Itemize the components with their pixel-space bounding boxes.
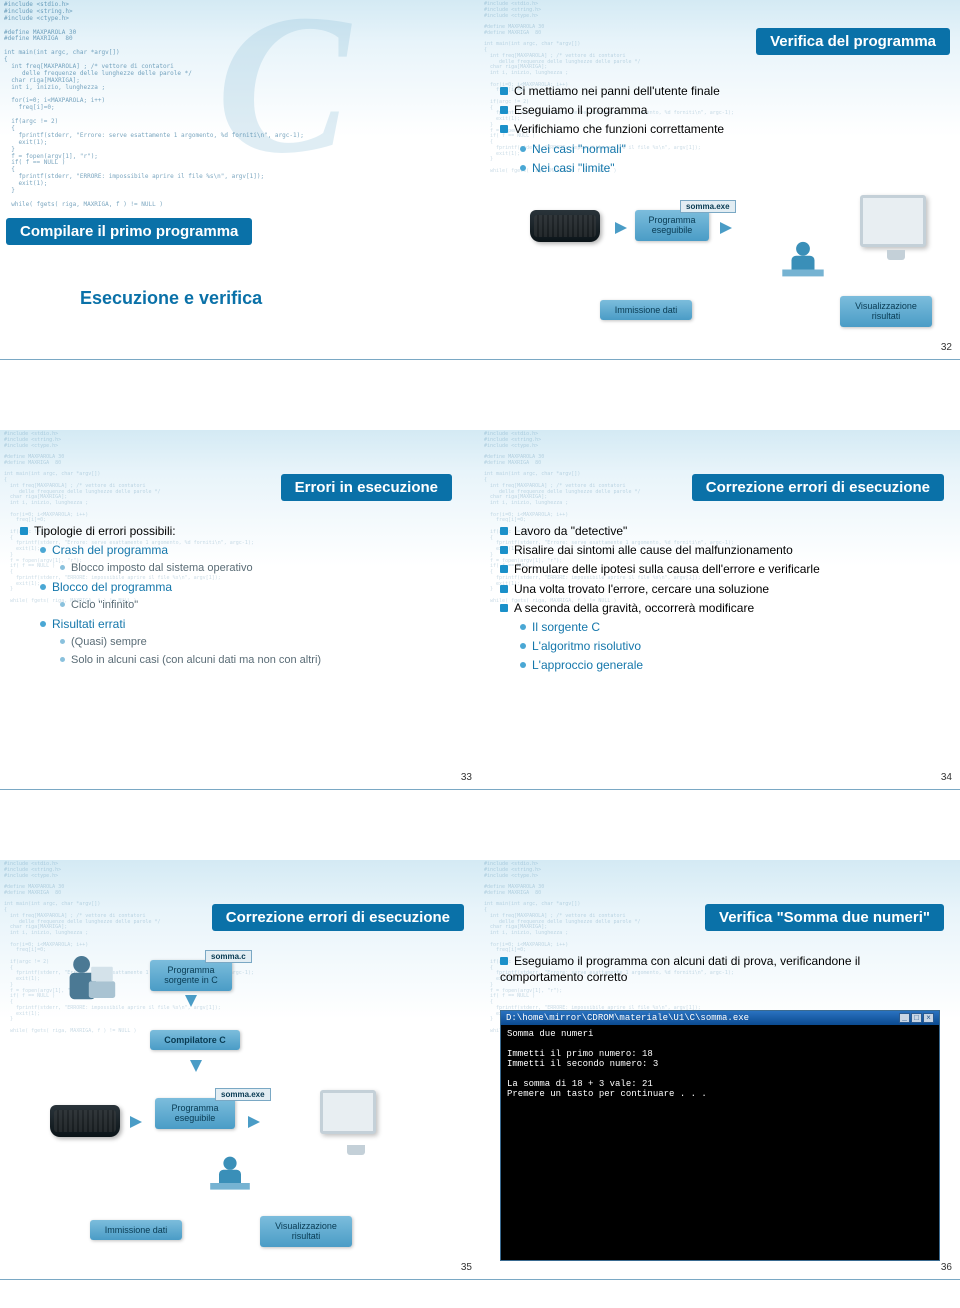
user-icon xyxy=(780,235,826,281)
row-separator xyxy=(0,790,960,860)
subsub-bullet: Blocco imposto dal sistema operativo xyxy=(60,561,460,576)
slide-35: #include <stdio.h> #include <string.h> #… xyxy=(0,860,480,1280)
code-background-decoration: #include <stdio.h> #include <string.h> #… xyxy=(4,2,304,209)
subsub-bullet: Ciclo "infinito" xyxy=(60,598,460,613)
slide-title: Verifica "Somma due numeri" xyxy=(705,904,944,931)
bullet: Verifichiamo che funzioni correttamente xyxy=(500,121,940,137)
slide-title: Verifica del programma xyxy=(756,28,950,55)
slide-title: Errori in esecuzione xyxy=(281,474,452,501)
keyboard-icon xyxy=(50,1105,120,1137)
diagram-box-input: Immissione dati xyxy=(90,1220,182,1240)
terminal-title-path: D:\home\mirror\CDROM\materiale\U1\C\somm… xyxy=(506,1013,749,1023)
arrow-icon xyxy=(720,222,732,234)
slide-subtitle: Esecuzione e verifica xyxy=(80,288,262,309)
terminal-body: Somma due numeri Immetti il primo numero… xyxy=(501,1025,939,1103)
diagram-box-input: Immissione dati xyxy=(600,300,692,320)
page-number: 33 xyxy=(461,772,472,783)
bullet: Eseguiamo il programma con alcuni dati d… xyxy=(500,953,940,985)
sub-bullet: Nei casi "limite" xyxy=(520,160,940,176)
terminal-titlebar: D:\home\mirror\CDROM\materiale\U1\C\somm… xyxy=(501,1011,939,1025)
code-background-decoration: #include <stdio.h> #include <string.h> #… xyxy=(484,862,734,1035)
file-tag: somma.exe xyxy=(215,1088,271,1101)
monitor-icon xyxy=(860,195,926,247)
diagram-box-output: Visualizzazione risultati xyxy=(840,296,932,327)
sub-bullet: L'algoritmo risolutivo xyxy=(520,638,940,654)
arrow-icon xyxy=(248,1116,260,1128)
arrow-icon xyxy=(185,995,197,1007)
subsub-bullet: Solo in alcuni casi (con alcuni dati ma … xyxy=(60,653,460,668)
terminal-line: Immetti il secondo numero: 3 xyxy=(507,1059,658,1069)
slide-title: Correzione errori di esecuzione xyxy=(212,904,464,931)
maximize-icon[interactable]: □ xyxy=(911,1013,922,1023)
keyboard-icon xyxy=(530,210,600,242)
decorative-c-glyph: C xyxy=(217,0,350,199)
close-icon[interactable]: × xyxy=(923,1013,934,1023)
terminal-line: Premere un tasto per continuare . . . xyxy=(507,1089,707,1099)
bullet: A seconda della gravità, occorrerà modif… xyxy=(500,600,940,616)
bullet: Eseguiamo il programma xyxy=(500,102,940,118)
diagram-box-executable: Programma eseguibile xyxy=(635,210,709,241)
monitor-icon xyxy=(320,1090,376,1134)
slide-36: #include <stdio.h> #include <string.h> #… xyxy=(480,860,960,1280)
diagram-box-source: Programma sorgente in C xyxy=(150,960,232,991)
developer-icon xyxy=(60,950,120,1010)
bullet: Risalire dai sintomi alle cause del malf… xyxy=(500,542,940,558)
file-tag: somma.c xyxy=(205,950,252,963)
page-number: 36 xyxy=(941,1262,952,1273)
subsub-bullet: (Quasi) sempre xyxy=(60,635,460,650)
slide-content: Tipologie di errori possibili: Crash del… xyxy=(20,520,460,671)
bullet: Tipologie di errori possibili: xyxy=(20,523,460,539)
terminal-window: D:\home\mirror\CDROM\materiale\U1\C\somm… xyxy=(500,1010,940,1261)
slide-grid: C #include <stdio.h> #include <string.h>… xyxy=(0,0,960,1280)
slide-31: C #include <stdio.h> #include <string.h>… xyxy=(0,0,480,360)
row-separator xyxy=(0,360,960,430)
user-icon xyxy=(208,1150,252,1194)
slide-content: Eseguiamo il programma con alcuni dati d… xyxy=(500,950,940,988)
diagram-box-executable: Programma eseguibile xyxy=(155,1098,235,1129)
arrow-icon xyxy=(130,1116,142,1128)
file-tag: somma.exe xyxy=(680,200,736,213)
terminal-line: Somma due numeri xyxy=(507,1029,593,1039)
sub-bullet: Blocco del programma xyxy=(40,579,460,595)
slide-34: #include <stdio.h> #include <string.h> #… xyxy=(480,430,960,790)
sub-bullet: L'approccio generale xyxy=(520,657,940,673)
arrow-icon xyxy=(190,1060,202,1072)
terminal-line: Immetti il primo numero: 18 xyxy=(507,1049,653,1059)
sub-bullet: Nei casi "normali" xyxy=(520,141,940,157)
page-number: 35 xyxy=(461,1262,472,1273)
window-controls: _□× xyxy=(898,1013,934,1023)
slide-32: #include <stdio.h> #include <string.h> #… xyxy=(480,0,960,360)
bullet: Ci mettiamo nei panni dell'utente finale xyxy=(500,83,940,99)
minimize-icon[interactable]: _ xyxy=(899,1013,910,1023)
slide-content: Lavoro da "detective" Risalire dai sinto… xyxy=(500,520,940,677)
sub-bullet: Risultati errati xyxy=(40,616,460,632)
bullet: Una volta trovato l'errore, cercare una … xyxy=(500,581,940,597)
slide-title: Correzione errori di esecuzione xyxy=(692,474,944,501)
terminal-line: La somma di 18 + 3 vale: 21 xyxy=(507,1079,653,1089)
sub-bullet: Il sorgente C xyxy=(520,619,940,635)
page-number: 34 xyxy=(941,772,952,783)
slide-33: #include <stdio.h> #include <string.h> #… xyxy=(0,430,480,790)
sub-bullet: Crash del programma xyxy=(40,542,460,558)
diagram-box-compiler: Compilatore C xyxy=(150,1030,240,1050)
slide-title: Compilare il primo programma xyxy=(6,218,252,245)
page-number: 32 xyxy=(941,342,952,353)
arrow-icon xyxy=(615,222,627,234)
diagram-box-output: Visualizzazione risultati xyxy=(260,1216,352,1247)
code-background-decoration: #include <stdio.h> #include <string.h> #… xyxy=(4,862,254,1035)
slide-content: Ci mettiamo nei panni dell'utente finale… xyxy=(500,80,940,179)
bullet: Lavoro da "detective" xyxy=(500,523,940,539)
bullet: Formulare delle ipotesi sulla causa dell… xyxy=(500,561,940,577)
